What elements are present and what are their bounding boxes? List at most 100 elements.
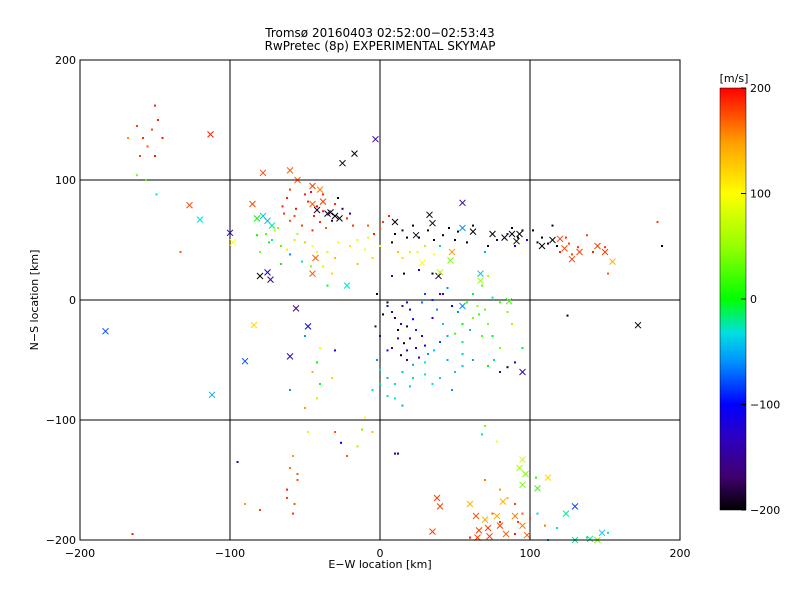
cross-stroke [586, 535, 594, 543]
dot-marker [461, 365, 464, 367]
cross-stroke [598, 529, 606, 537]
dot-marker [476, 305, 479, 307]
data-points [102, 104, 663, 544]
dot-marker [514, 533, 516, 535]
cross-marker [544, 474, 552, 481]
dot-marker [259, 509, 261, 511]
dot-marker [289, 253, 291, 256]
dot-marker [454, 239, 456, 241]
dot-marker [283, 212, 285, 215]
cross-marker [186, 201, 193, 209]
dot-marker [451, 305, 453, 307]
dot-marker [418, 356, 420, 359]
dot-marker [292, 512, 294, 515]
x-tick-label: 0 [377, 547, 384, 560]
dot-marker [394, 452, 396, 455]
y-tick-label: 0 [69, 294, 76, 307]
cross-stroke [286, 167, 294, 174]
dot-marker [401, 305, 404, 307]
dot-marker [386, 349, 389, 352]
dot-marker [547, 242, 549, 245]
dot-marker [487, 323, 489, 325]
cross-stroke [508, 230, 516, 238]
dot-marker [514, 361, 516, 364]
cross-marker [484, 524, 492, 532]
cross-stroke [519, 368, 526, 376]
dot-marker [551, 224, 554, 227]
dot-marker [433, 349, 435, 352]
dot-marker [448, 227, 450, 229]
colorbar-tick-label: 0 [750, 293, 757, 306]
cross-stroke [501, 234, 508, 241]
cross-stroke [469, 228, 477, 235]
cross-marker [522, 470, 529, 478]
dot-marker [484, 251, 486, 253]
dot-marker [536, 241, 539, 244]
dot-marker [356, 263, 359, 265]
cross-marker [477, 270, 484, 277]
dot-marker [356, 239, 359, 241]
dot-marker [454, 332, 456, 335]
cross-marker [469, 228, 477, 235]
dot-marker [364, 416, 366, 419]
cross-stroke [601, 248, 609, 256]
dot-marker [427, 229, 429, 232]
dot-marker [556, 527, 558, 529]
colorbar-label: [m/s] [720, 72, 749, 85]
dot-marker [397, 452, 399, 455]
cross-stroke [391, 218, 399, 226]
dot-marker [304, 241, 306, 244]
dot-marker [244, 503, 246, 505]
cross-stroke [466, 500, 474, 508]
dot-marker [418, 269, 420, 271]
dot-marker [311, 245, 314, 247]
dot-marker [274, 229, 276, 232]
cross-stroke [343, 282, 351, 289]
colorbar-tick-label: 100 [750, 188, 771, 201]
dot-marker [349, 212, 351, 215]
dot-marker [286, 197, 288, 199]
dot-marker [406, 236, 408, 239]
cross-stroke [259, 169, 267, 177]
cross-stroke [489, 230, 496, 238]
dot-marker [131, 533, 134, 535]
dot-marker [386, 305, 389, 307]
cross-marker [286, 167, 294, 174]
dot-marker [403, 342, 405, 345]
cross-marker [598, 529, 606, 537]
cross-marker [429, 219, 436, 227]
dot-marker [478, 313, 480, 316]
cross-stroke [538, 242, 546, 250]
colorbar-tick-label: 200 [750, 82, 771, 95]
dot-marker [412, 377, 414, 379]
cross-marker [475, 527, 483, 534]
dot-marker [311, 229, 314, 232]
dot-marker [401, 404, 404, 407]
cross-marker [511, 512, 519, 520]
cross-stroke [372, 135, 379, 143]
cross-marker [391, 218, 399, 226]
dot-marker [541, 236, 543, 239]
cross-marker [253, 215, 261, 222]
y-tick-label: −100 [46, 414, 76, 427]
dot-marker [491, 335, 494, 337]
cross-marker [519, 368, 526, 376]
dot-marker [484, 479, 486, 481]
cross-stroke [534, 485, 541, 492]
cross-stroke [519, 481, 526, 489]
dot-marker [566, 314, 569, 317]
cross-stroke [250, 321, 258, 329]
dot-marker [403, 272, 405, 275]
cross-stroke [486, 533, 493, 540]
dot-marker [446, 335, 449, 337]
dot-marker [451, 389, 453, 391]
cross-stroke [267, 276, 274, 283]
cross-marker [313, 206, 321, 214]
dot-marker [439, 293, 441, 295]
dot-marker [337, 197, 339, 199]
dot-marker [371, 431, 374, 433]
dot-marker [472, 224, 474, 227]
dot-marker [499, 371, 501, 373]
y-axis-label: N−S location [km] [28, 250, 41, 351]
dot-marker [268, 241, 270, 244]
